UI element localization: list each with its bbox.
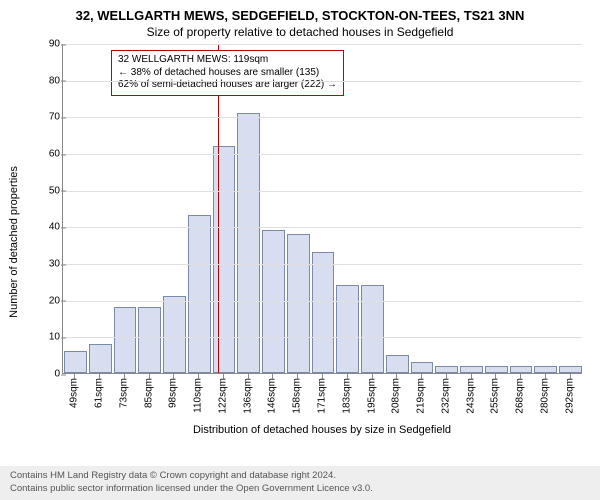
bar — [411, 362, 434, 373]
y-tick: 60 — [42, 149, 60, 160]
x-tick-mark — [272, 374, 273, 379]
grid-line — [63, 301, 582, 302]
plot-area: 32 WELLGARTH MEWS: 119sqm← 38% of detach… — [62, 44, 582, 374]
x-tick: 146sqm — [267, 378, 278, 414]
x-tick-mark — [99, 374, 100, 379]
x-tick-mark — [297, 374, 298, 379]
x-tick-mark — [322, 374, 323, 379]
x-tick-mark — [149, 374, 150, 379]
annotation-line: ← 38% of detached houses are smaller (13… — [118, 67, 337, 80]
x-tick-mark — [74, 374, 75, 379]
x-tick: 232sqm — [440, 378, 451, 414]
x-tick: 136sqm — [242, 378, 253, 414]
bar — [435, 366, 458, 373]
bar — [64, 351, 87, 373]
x-tick: 255sqm — [490, 378, 501, 414]
x-tick-mark — [545, 374, 546, 379]
x-tick-mark — [248, 374, 249, 379]
x-tick: 292sqm — [564, 378, 575, 414]
x-tick-mark — [173, 374, 174, 379]
bar — [287, 234, 310, 373]
x-tick: 243sqm — [465, 378, 476, 414]
x-tick: 268sqm — [515, 378, 526, 414]
bar — [213, 146, 236, 373]
x-tick: 171sqm — [317, 378, 328, 414]
y-tick: 90 — [42, 39, 60, 50]
bar — [485, 366, 508, 373]
footer: Contains HM Land Registry data © Crown c… — [0, 466, 600, 500]
bar — [114, 307, 137, 373]
page-title: 32, WELLGARTH MEWS, SEDGEFIELD, STOCKTON… — [0, 0, 600, 23]
x-tick: 208sqm — [391, 378, 402, 414]
x-tick: 158sqm — [292, 378, 303, 414]
bar — [237, 113, 260, 373]
footer-line-1: Contains HM Land Registry data © Crown c… — [10, 470, 590, 482]
y-tick: 30 — [42, 259, 60, 270]
x-tick-mark — [520, 374, 521, 379]
grid-line — [63, 337, 582, 338]
footer-line-2: Contains public sector information licen… — [10, 483, 590, 495]
x-tick-mark — [495, 374, 496, 379]
bar — [559, 366, 582, 373]
x-tick-mark — [446, 374, 447, 379]
y-tick: 20 — [42, 295, 60, 306]
x-tick: 183sqm — [341, 378, 352, 414]
x-tick-mark — [421, 374, 422, 379]
y-tick: 0 — [42, 369, 60, 380]
y-tick: 40 — [42, 222, 60, 233]
annotation-line: 32 WELLGARTH MEWS: 119sqm — [118, 54, 337, 67]
bar — [460, 366, 483, 373]
bar — [386, 355, 409, 373]
bar — [534, 366, 557, 373]
histogram-chart: Number of detached properties 32 WELLGAR… — [28, 44, 584, 440]
x-tick-mark — [223, 374, 224, 379]
x-tick: 85sqm — [143, 378, 154, 408]
grid-line — [63, 227, 582, 228]
x-tick-mark — [372, 374, 373, 379]
bar — [336, 285, 359, 373]
x-tick: 110sqm — [193, 378, 204, 413]
x-tick: 122sqm — [217, 378, 228, 414]
grid-line — [63, 191, 582, 192]
grid-line — [63, 154, 582, 155]
x-tick: 49sqm — [69, 378, 80, 408]
y-tick: 70 — [42, 112, 60, 123]
x-tick-mark — [198, 374, 199, 379]
grid-line — [63, 81, 582, 82]
grid-line — [63, 264, 582, 265]
x-tick: 219sqm — [416, 378, 427, 414]
bar — [312, 252, 335, 373]
bar — [361, 285, 384, 373]
x-tick-mark — [471, 374, 472, 379]
bar — [510, 366, 533, 373]
annotation-box: 32 WELLGARTH MEWS: 119sqm← 38% of detach… — [111, 50, 344, 96]
grid-line — [63, 117, 582, 118]
y-tick: 80 — [42, 75, 60, 86]
y-axis-label: Number of detached properties — [8, 166, 20, 318]
x-tick: 280sqm — [539, 378, 550, 414]
x-tick-mark — [347, 374, 348, 379]
bar — [89, 344, 112, 373]
x-tick: 98sqm — [168, 378, 179, 408]
bar — [138, 307, 161, 373]
bar — [188, 215, 211, 373]
x-tick-mark — [396, 374, 397, 379]
page-subtitle: Size of property relative to detached ho… — [0, 23, 600, 39]
x-tick: 73sqm — [118, 378, 129, 408]
x-axis-label: Distribution of detached houses by size … — [62, 424, 582, 436]
x-tick: 195sqm — [366, 378, 377, 414]
y-tick: 50 — [42, 185, 60, 196]
x-tick-mark — [570, 374, 571, 379]
bar — [163, 296, 186, 373]
grid-line — [63, 44, 582, 45]
x-tick: 61sqm — [94, 378, 105, 408]
y-tick: 10 — [42, 332, 60, 343]
x-tick-mark — [124, 374, 125, 379]
